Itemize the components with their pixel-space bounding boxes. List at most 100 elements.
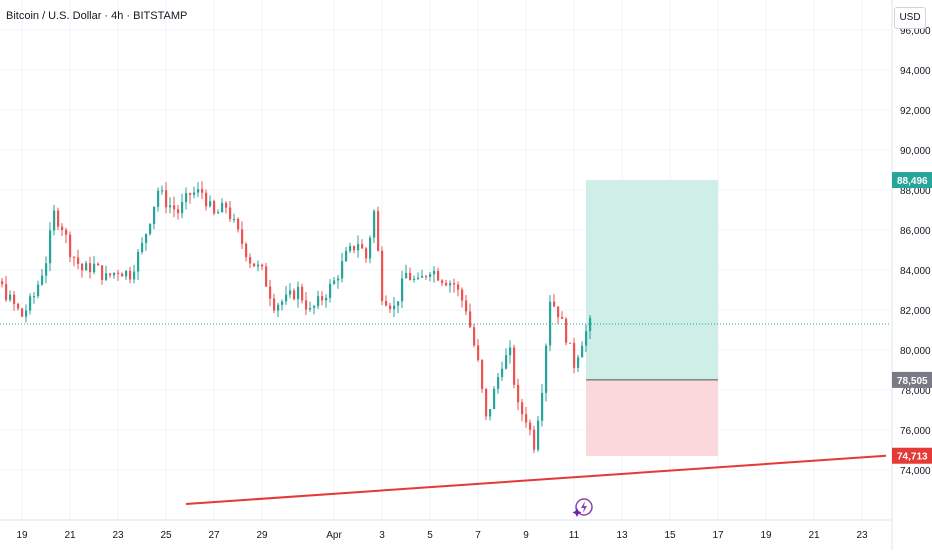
price-tick-label: 92,000 (900, 106, 931, 117)
overlays[interactable] (0, 323, 891, 517)
time-tick-label: 7 (475, 530, 481, 541)
candle-body (41, 275, 44, 285)
candle-body (545, 345, 548, 393)
candle-body (89, 263, 92, 273)
candle-body (165, 190, 168, 208)
stop-zone[interactable] (586, 379, 718, 456)
candle-body (313, 306, 316, 308)
candle-body (349, 245, 352, 251)
candle-body (125, 270, 128, 277)
candle-body (133, 271, 136, 280)
target-zone[interactable] (586, 180, 718, 380)
candle-body (257, 264, 260, 267)
candle-body (329, 283, 332, 298)
candle-body (245, 243, 248, 258)
candle-body (373, 211, 376, 238)
candle-body (473, 327, 476, 346)
candle-body (81, 263, 84, 271)
time-tick-label: 3 (379, 530, 385, 541)
candle-body (213, 201, 216, 214)
price-badges: 88,496 78,505 74,713 (892, 172, 932, 464)
candle-body (281, 301, 284, 305)
candle-body (393, 305, 396, 310)
price-tick-label: 76,000 (900, 426, 931, 437)
candle-body (189, 193, 192, 195)
candle-body (577, 357, 580, 368)
candle-body (61, 226, 64, 230)
candle-body (517, 384, 520, 403)
time-tick-label: 19 (16, 530, 28, 541)
candle-body (285, 294, 288, 302)
candle-body (489, 409, 492, 417)
candle-body (485, 388, 488, 417)
candle-body (453, 283, 456, 285)
candle-body (137, 251, 140, 272)
price-tick-label: 88,000 (900, 186, 931, 197)
candle-body (141, 242, 144, 252)
currency-button[interactable]: USD (894, 7, 926, 29)
candle-body (301, 286, 304, 301)
candle-body (465, 300, 468, 312)
candle-body (369, 237, 372, 259)
candle-body (225, 202, 228, 208)
candle-body (233, 218, 236, 220)
candle-body (377, 211, 380, 251)
position-zones[interactable] (586, 180, 718, 456)
candle-body (129, 270, 132, 280)
candle-body (405, 273, 408, 279)
candle-body (389, 305, 392, 310)
candle-body (237, 218, 240, 230)
price-tick-label: 86,000 (900, 226, 931, 237)
symbol-title: Bitcoin / U.S. Dollar · 4h · BITSTAMP (6, 10, 188, 22)
candle-body (269, 286, 272, 299)
time-tick-label: 21 (808, 530, 820, 541)
candle-body (529, 422, 532, 430)
time-tick-label: 13 (616, 530, 628, 541)
candle-body (561, 317, 564, 319)
candle-body (381, 250, 384, 301)
candle-body (157, 190, 160, 207)
candle-body (357, 244, 360, 251)
candle-body (221, 202, 224, 213)
price-tick-label: 84,000 (900, 266, 931, 277)
candle-body (101, 265, 104, 280)
trendline-price-badge (892, 447, 932, 464)
price-tick-label: 74,000 (900, 466, 931, 477)
price-tick-label: 94,000 (900, 66, 931, 77)
candle-body (153, 206, 156, 224)
time-tick-label: 5 (427, 530, 433, 541)
target-price-badge-text: 88,496 (897, 176, 928, 187)
time-tick-label: 23 (112, 530, 124, 541)
candle-body (509, 347, 512, 356)
trendline[interactable] (185, 454, 887, 505)
candle-body (97, 263, 100, 266)
candle-body (585, 331, 588, 346)
candle-body (113, 272, 116, 276)
candle-body (477, 345, 480, 361)
candle-body (361, 244, 364, 249)
time-tick-label: 11 (569, 530, 580, 541)
candle-body (197, 189, 200, 193)
candle-body (401, 278, 404, 302)
candle-body (385, 300, 388, 306)
candle-body (413, 278, 416, 280)
sparkle-icon (572, 508, 582, 517)
candle-body (425, 276, 428, 278)
candle-body (1, 281, 4, 285)
candle-body (173, 205, 176, 210)
time-tick-label: 15 (664, 530, 676, 541)
candle-body (33, 296, 36, 298)
candle-body (177, 209, 180, 214)
candle-body (145, 233, 148, 243)
time-tick-label: 9 (523, 530, 529, 541)
candle-body (421, 276, 424, 278)
candle-body (469, 311, 472, 328)
price-tick-label: 90,000 (900, 146, 931, 157)
candle-body (573, 343, 576, 368)
candle-body (433, 270, 436, 275)
candle-body (261, 264, 264, 267)
candle-body (461, 289, 464, 301)
